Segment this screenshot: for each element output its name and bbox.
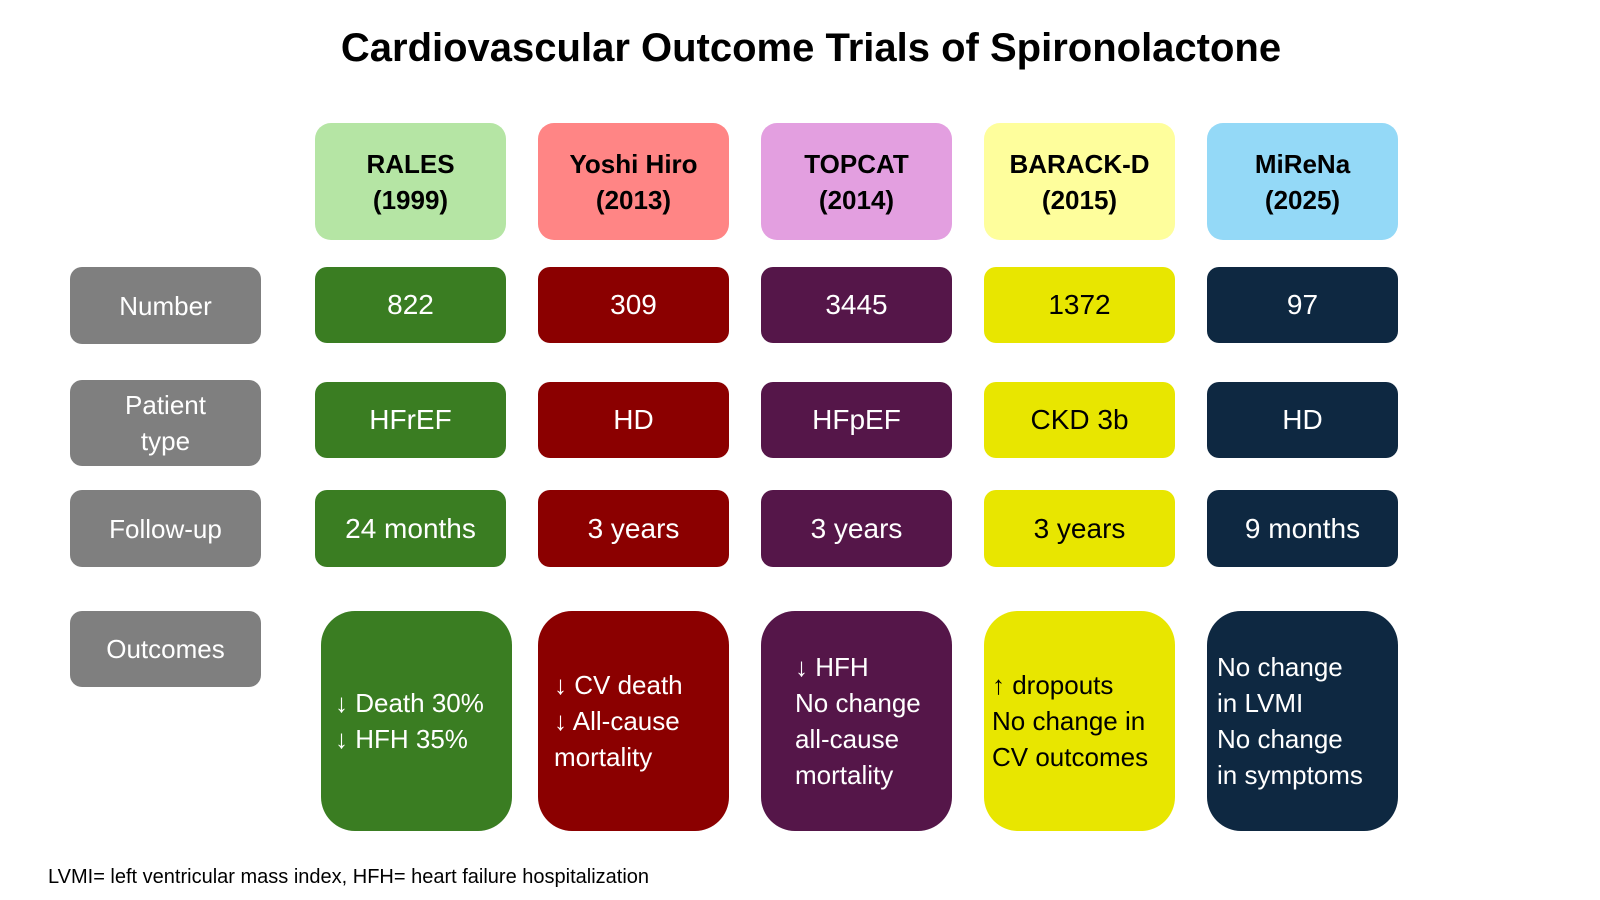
trial-header-topcat: TOPCAT (2014) — [761, 123, 952, 240]
row-label-number: Number — [70, 267, 261, 344]
follow-up-cell-barack-d: 3 years — [984, 490, 1175, 567]
outcome-cell-yoshi-hiro: ↓ CV death ↓ All-cause mortality — [538, 611, 729, 831]
trial-name: MiReNa — [1254, 148, 1351, 179]
patient-type-cell-mirena: HD — [1207, 382, 1398, 458]
trial-year: (1999) — [372, 184, 449, 215]
trial-name: BARACK-D — [1009, 148, 1150, 179]
trial-header-yoshi-hiro: Yoshi Hiro (2013) — [538, 123, 729, 240]
trial-year: (2025) — [1264, 184, 1341, 215]
trial-header-barack-d: BARACK-D (2015) — [984, 123, 1175, 240]
patient-type-cell-rales: HFrEF — [315, 382, 506, 458]
trial-header-rales: RALES (1999) — [315, 123, 506, 240]
outcome-cell-rales: ↓ Death 30% ↓ HFH 35% — [321, 611, 512, 831]
trial-year: (2013) — [595, 184, 672, 215]
number-cell-yoshi-hiro: 309 — [538, 267, 729, 343]
trial-header-mirena: MiReNa (2025) — [1207, 123, 1398, 240]
outcome-cell-topcat: ↓ HFH No change all-cause mortality — [761, 611, 952, 831]
footnote: LVMI= left ventricular mass index, HFH= … — [48, 866, 650, 888]
trial-name: RALES — [366, 148, 455, 179]
row-label-follow-up: Follow-up — [70, 490, 261, 567]
number-cell-topcat: 3445 — [761, 267, 952, 343]
patient-type-cell-yoshi-hiro: HD — [538, 382, 729, 458]
row-label-outcomes: Outcomes — [70, 611, 261, 687]
follow-up-cell-yoshi-hiro: 3 years — [538, 490, 729, 567]
trial-year: (2014) — [818, 184, 895, 215]
follow-up-cell-rales: 24 months — [315, 490, 506, 567]
follow-up-cell-mirena: 9 months — [1207, 490, 1398, 567]
page-title: Cardiovascular Outcome Trials of Spirono… — [340, 26, 1282, 70]
patient-type-cell-topcat: HFpEF — [761, 382, 952, 458]
trial-name: Yoshi Hiro — [569, 148, 698, 179]
follow-up-cell-topcat: 3 years — [761, 490, 952, 567]
outcome-cell-barack-d: ↑ dropouts No change in CV outcomes — [984, 611, 1175, 831]
patient-type-cell-barack-d: CKD 3b — [984, 382, 1175, 458]
number-cell-mirena: 97 — [1207, 267, 1398, 343]
trial-year: (2015) — [1041, 184, 1118, 215]
row-label-patient-type: Patient type — [70, 380, 261, 466]
outcome-cell-mirena: No change in LVMI No change in symptoms — [1207, 611, 1398, 831]
number-cell-barack-d: 1372 — [984, 267, 1175, 343]
trial-name: TOPCAT — [804, 148, 909, 179]
number-cell-rales: 822 — [315, 267, 506, 343]
